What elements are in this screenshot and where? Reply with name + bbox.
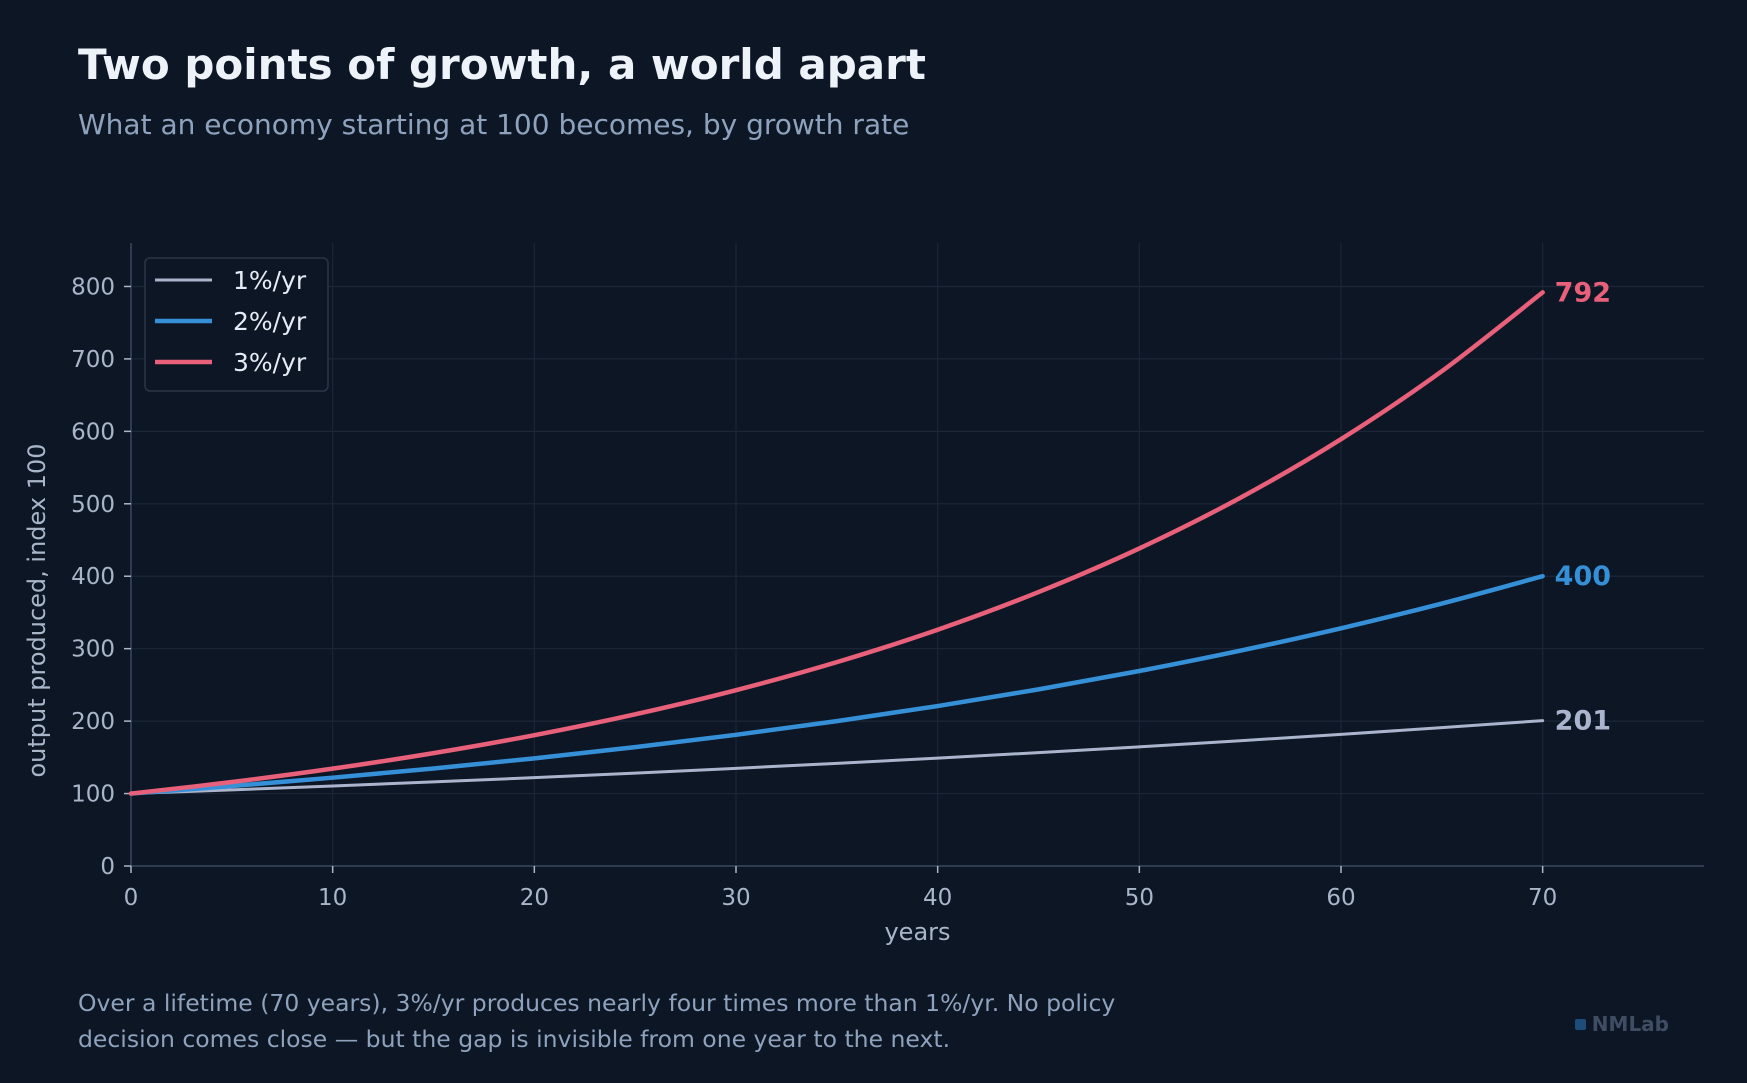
series-line-2	[128, 573, 1545, 796]
x-tick-label: 40	[923, 885, 952, 911]
axes: 0 100 200 300 400 500 600 700 800 0 10 20 30 40 50 60 70	[71, 243, 1704, 911]
series-line-3	[128, 290, 1545, 796]
end-value-label: 201	[1555, 706, 1611, 737]
y-tick-label: 200	[71, 709, 115, 735]
brand-name: NMLab	[1591, 1012, 1669, 1036]
footnote-line-1: Over a lifetime (70 years), 3%/yr produc…	[78, 989, 1116, 1017]
legend-box	[144, 257, 329, 392]
y-tick-label: 100	[71, 782, 115, 808]
footnote-line-2: decision comes close — but the gap is in…	[78, 1025, 951, 1053]
y-tick-label: 400	[71, 564, 115, 590]
x-tick-label: 60	[1326, 885, 1355, 911]
brand-mark-icon	[1574, 1018, 1586, 1030]
y-tick-label: 700	[71, 347, 115, 373]
footnote: Over a lifetime (70 years), 3%/yr produc…	[78, 985, 1278, 1057]
legend-label: 1%/yr	[233, 266, 307, 295]
legend-label: 2%/yr	[233, 307, 307, 336]
legend: 1%/yr 2%/yr 3%/yr	[144, 257, 329, 392]
x-axis-label: years	[884, 918, 950, 946]
chart-title: Two points of growth, a world apart	[78, 40, 926, 89]
x-tick-label: 70	[1528, 885, 1557, 911]
y-tick-label: 0	[100, 854, 115, 880]
chart-subtitle: What an economy starting at 100 becomes,…	[78, 108, 910, 141]
grid	[130, 243, 1704, 867]
x-tick-label: 30	[721, 885, 750, 911]
y-axis-label: output produced, index 100	[23, 443, 51, 777]
legend-label: 3%/yr	[233, 348, 307, 377]
y-tick-label: 800	[71, 274, 115, 300]
series-lines: 201 400 792	[128, 277, 1611, 796]
y-tick-label: 600	[71, 419, 115, 445]
brand-logo: NMLab	[1574, 1012, 1669, 1036]
end-value-label: 792	[1555, 277, 1611, 308]
end-value-label: 400	[1555, 561, 1611, 592]
y-tick-label: 500	[71, 492, 115, 518]
y-tick-label: 300	[71, 637, 115, 663]
series-line-1	[129, 719, 1545, 796]
x-tick-label: 50	[1125, 885, 1154, 911]
x-tick-label: 20	[520, 885, 549, 911]
x-tick-label: 10	[318, 885, 347, 911]
x-tick-label: 0	[124, 885, 139, 911]
